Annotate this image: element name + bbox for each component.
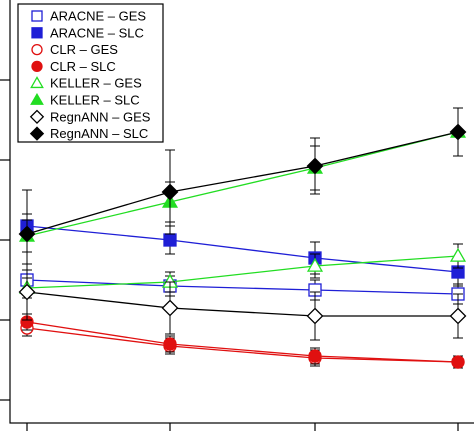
series-6	[18, 263, 467, 341]
series-2	[20, 319, 465, 369]
data-point	[18, 283, 36, 301]
legend-label: KELLER – SLC	[50, 93, 140, 108]
legend-label: CLR – SLC	[50, 59, 116, 74]
legend-item: RegnANN – SLC	[29, 126, 148, 141]
data-point	[308, 349, 322, 363]
series-line	[26, 279, 459, 295]
legend-marker	[29, 126, 45, 141]
legend-label: KELLER – GES	[50, 76, 142, 91]
series-line	[26, 321, 459, 363]
series-line	[26, 131, 459, 235]
legend-marker	[29, 109, 45, 124]
series-1	[20, 213, 465, 287]
legend-label: RegnANN – SLC	[50, 126, 148, 141]
series-3	[20, 313, 465, 369]
series-layer	[18, 107, 467, 369]
data-point	[306, 257, 324, 272]
data-point	[163, 337, 177, 351]
data-point	[451, 355, 465, 369]
series-line	[26, 225, 459, 273]
legend-marker	[31, 10, 43, 22]
plot-frame	[9, 0, 474, 424]
data-point	[161, 299, 179, 317]
data-point	[18, 225, 36, 243]
legend-item: CLR – SLC	[31, 59, 116, 74]
series-4	[18, 243, 467, 299]
legend-marker	[30, 76, 44, 89]
data-point	[449, 123, 467, 141]
series-7	[18, 107, 467, 279]
legend-label: ARACNE – SLC	[50, 25, 144, 40]
legend-item: KELLER – GES	[30, 76, 142, 91]
legend-label: RegnANN – GES	[50, 109, 151, 124]
legend-marker	[31, 60, 43, 73]
data-point	[449, 307, 467, 325]
data-point	[306, 157, 324, 175]
data-point	[449, 247, 467, 262]
legend-label: ARACNE – GES	[50, 9, 146, 24]
legend-marker	[30, 92, 44, 105]
series-line	[26, 131, 459, 237]
legend-item: CLR – GES	[31, 42, 118, 57]
legend-marker	[31, 27, 43, 39]
legend-box	[17, 3, 164, 143]
legend-marker	[31, 43, 43, 56]
data-point	[163, 233, 177, 247]
legend-item: ARACNE – GES	[31, 9, 146, 24]
series-line	[26, 291, 458, 317]
legend-item: ARACNE – SLC	[31, 25, 144, 40]
data-point	[161, 183, 179, 201]
legend-item: KELLER – SLC	[30, 92, 140, 108]
series-line	[26, 255, 459, 289]
legend-label: CLR – GES	[50, 42, 118, 57]
legend-item: RegnANN – GES	[29, 109, 151, 124]
series-line	[26, 327, 459, 363]
data-point	[306, 307, 324, 325]
